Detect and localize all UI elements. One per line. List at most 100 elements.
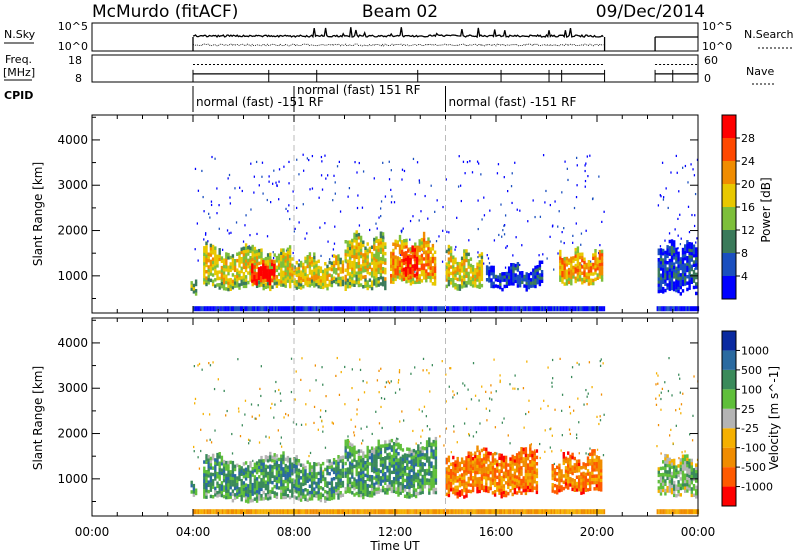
power-sparse-echo — [542, 154, 545, 157]
power-cell — [321, 276, 325, 280]
velocity-sparse-echo — [539, 442, 541, 446]
velocity-cell — [397, 464, 400, 469]
power-cell — [392, 261, 395, 265]
power-cell — [447, 270, 451, 274]
velocity-cell — [478, 486, 481, 490]
velocity-cell — [264, 486, 268, 491]
velocity-ground-scatter — [533, 509, 536, 515]
power-sparse-echo — [214, 157, 216, 160]
power-cell — [348, 265, 352, 270]
power-ground-scatter — [592, 306, 595, 312]
power-cell — [321, 272, 325, 277]
power-sparse-echo — [354, 161, 356, 164]
velocity-sparse-echo — [586, 403, 588, 406]
power-colorbar-cell — [722, 184, 736, 207]
velocity-cell — [423, 469, 427, 473]
power-cell — [328, 273, 331, 277]
velocity-ground-scatter — [391, 509, 394, 515]
power-cell — [471, 277, 475, 282]
velocity-cell — [469, 489, 473, 494]
velocity-cell — [291, 465, 294, 470]
velocity-cell — [328, 481, 331, 485]
power-cell — [538, 266, 542, 271]
velocity-ground-scatter — [388, 509, 391, 515]
power-ground-scatter — [536, 306, 539, 312]
velocity-sparse-echo — [509, 383, 511, 386]
velocity-cell — [379, 450, 383, 455]
power-cell — [251, 244, 254, 249]
velocity-ground-scatter — [482, 509, 484, 515]
velocity-cell — [203, 488, 206, 493]
velocity-sparse-echo — [295, 423, 298, 426]
power-sparse-echo — [268, 175, 270, 178]
power-ground-scatter — [449, 306, 451, 312]
velocity-sparse-echo — [273, 416, 275, 419]
velocity-cell — [214, 474, 217, 478]
velocity-ground-scatter — [326, 509, 328, 515]
power-cell — [673, 243, 676, 247]
power-cell — [260, 254, 263, 259]
velocity-ground-scatter — [539, 509, 542, 515]
power-ground-scatter — [436, 306, 439, 312]
velocity-cell — [465, 462, 468, 466]
power-sparse-echo — [564, 160, 566, 163]
power-sparse-echo — [515, 236, 517, 239]
velocity-sparse-echo — [271, 402, 273, 405]
velocity-sparse-echo — [294, 398, 296, 401]
velocity-cell — [269, 477, 272, 481]
power-cell — [357, 248, 361, 253]
velocity-cell — [430, 483, 433, 488]
power-cell — [681, 251, 685, 255]
power-sparse-echo — [500, 203, 502, 206]
power-cell — [563, 260, 566, 264]
velocity-cell — [295, 471, 298, 475]
power-ground-scatter — [344, 306, 347, 312]
velocity-ground-scatter — [338, 509, 341, 515]
velocity-cell — [406, 460, 409, 464]
power-cell — [673, 275, 676, 279]
power-cell — [214, 246, 217, 250]
power-cell — [581, 271, 584, 275]
velocity-ground-scatter — [492, 509, 495, 515]
velocity-cell — [460, 489, 464, 493]
velocity-cell — [288, 460, 292, 465]
velocity-cell — [392, 486, 396, 490]
velocity-ground-scatter — [580, 509, 583, 515]
velocity-cell — [384, 456, 387, 460]
velocity-cell — [526, 485, 530, 489]
power-cell — [684, 269, 687, 274]
power-cell — [390, 251, 393, 256]
power-cell — [422, 263, 426, 267]
power-cell — [289, 272, 292, 276]
velocity-cell — [260, 455, 263, 460]
power-cell — [598, 262, 602, 267]
velocity-cell — [222, 459, 226, 464]
velocity-cell — [370, 449, 374, 454]
power-cell — [433, 263, 437, 267]
power-cell — [561, 280, 564, 284]
velocity-cell — [524, 456, 528, 461]
velocity-cell — [271, 471, 274, 475]
power-cell — [192, 283, 196, 288]
velocity-cell — [469, 477, 473, 481]
power-cell — [657, 261, 660, 265]
velocity-ground-scatter — [399, 509, 401, 515]
velocity-cell — [222, 494, 226, 499]
velocity-cell — [324, 489, 327, 494]
velocity-cell — [395, 452, 398, 456]
power-sparse-echo — [434, 210, 436, 213]
power-ground-scatter — [217, 306, 219, 312]
power-cell — [359, 283, 363, 287]
power-cell — [379, 234, 383, 239]
velocity-cell — [434, 481, 438, 485]
velocity-cell — [500, 479, 503, 483]
power-cell — [339, 283, 342, 287]
power-cell — [400, 271, 404, 276]
velocity-cell — [280, 483, 283, 487]
power-cell — [190, 284, 193, 288]
velocity-ground-scatter — [367, 509, 369, 515]
power-sparse-echo — [304, 237, 306, 240]
velocity-sparse-echo — [397, 381, 400, 384]
velocity-cell — [390, 470, 394, 475]
velocity-cell — [344, 455, 347, 459]
